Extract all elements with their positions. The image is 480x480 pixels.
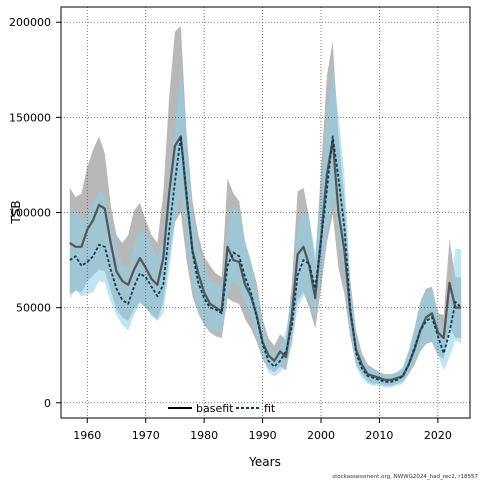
y-tick-label-200000: 200000 [9,16,51,29]
y-tick-label-150000: 150000 [9,111,51,124]
x-tick-label-2020: 2020 [424,429,452,442]
x-tick-label-1990: 1990 [249,429,277,442]
line-fit [69,135,462,383]
line-basefit [69,135,462,381]
x-tick-label-1980: 1980 [190,429,218,442]
credit-text: stockassessment.org, NWWG2024_had_rec2, … [332,474,478,480]
x-tick-label-2010: 2010 [365,429,393,442]
y-tick-label-100000: 100000 [9,207,51,220]
x-axis: 1960 1970 1980 1990 2000 2010 2020 [73,418,452,442]
legend-basefit-label: basefit [196,402,234,415]
legend-fit-label: fit [264,402,276,415]
x-tick-label-1970: 1970 [132,429,160,442]
y-axis-title: TSB [9,200,23,224]
x-tick-label-2000: 2000 [307,429,335,442]
legend: basefit fit [168,402,276,415]
x-axis-title: Years [248,455,281,469]
y-tick-label-50000: 50000 [16,302,51,315]
series-lines [69,135,462,383]
grid-lines [61,7,470,418]
y-tick-label-0: 0 [44,397,51,410]
x-tick-label-1960: 1960 [73,429,101,442]
y-axis: 0 50000 100000 150000 200000 [9,16,61,410]
